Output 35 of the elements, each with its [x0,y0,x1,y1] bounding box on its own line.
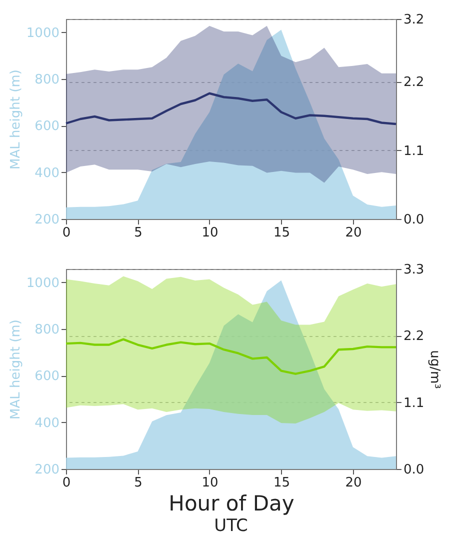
y-tick-label: 400 [34,166,60,181]
y2-tick-label: 2.2 [404,75,424,90]
y-tick-label: 600 [34,119,60,134]
y-axis-title: MAL height (m) [8,320,24,420]
y2-tick-label: 3.3 [404,262,424,278]
y2-tick-label: 1.1 [404,396,424,411]
x-axis-title: Hour of Day [168,492,294,516]
y-tick-label: 200 [34,462,60,478]
x-tick-label: 10 [202,476,218,490]
y-tick-label: 800 [34,72,60,88]
y-tick-label: 200 [34,212,60,228]
x-tick-label: 20 [345,226,362,240]
x-tick-label: 20 [345,476,362,490]
y-tick-label: 800 [34,322,60,338]
y2-tick-label: 2.2 [404,329,424,344]
x-tick-label: 15 [273,226,290,240]
x-tick-label: 0 [62,476,71,490]
text: 0.0 [404,212,424,228]
y-axis-title: MAL height (m) [8,70,24,170]
y-tick-label: 1000 [26,26,60,41]
text: UTC [214,516,248,536]
y-tick-label: 600 [34,369,60,384]
x-tick-label: 10 [202,226,218,240]
x-tick-label: 0 [62,226,71,240]
x-tick-label: 15 [273,476,290,490]
y2-tick-label: 3.2 [404,12,424,28]
y2-axis-title: ug/m³ [427,350,442,389]
y-tick-label: 400 [34,416,60,431]
line-series [64,92,398,126]
x-tick-label: 5 [134,476,142,490]
y2-tick-label: 1.1 [404,144,424,159]
y-tick-label: 1000 [26,276,60,291]
text: 0.0 [404,462,424,478]
line-series [64,338,398,375]
x-tick-label: 5 [134,226,142,240]
